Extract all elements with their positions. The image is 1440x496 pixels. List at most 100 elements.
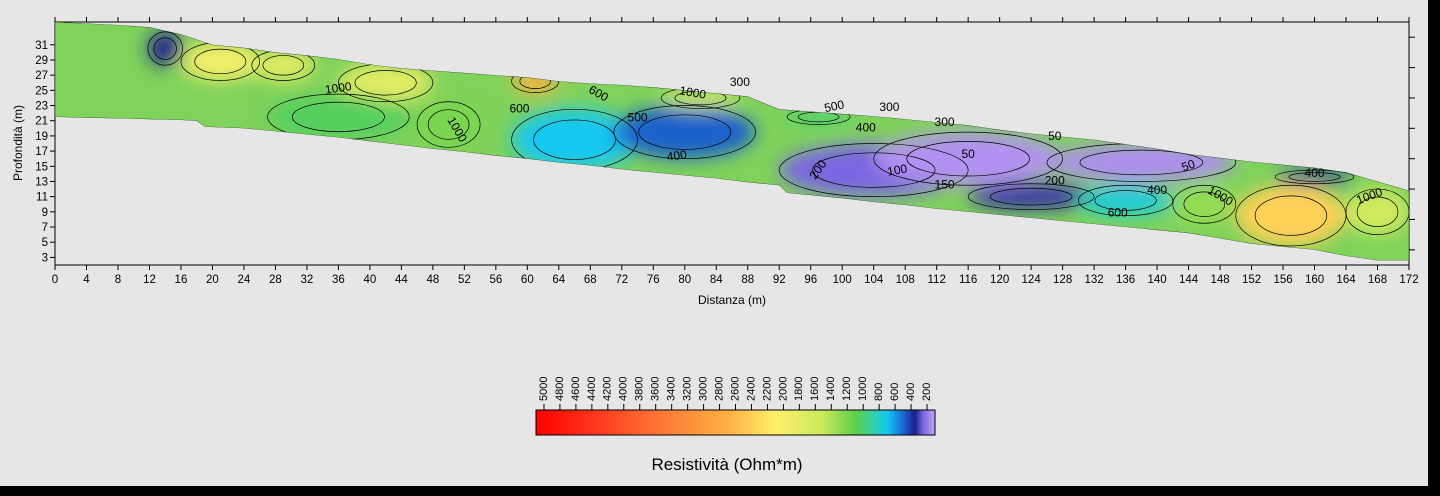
anomaly-12 (873, 132, 1063, 186)
contour-line-13-1 (1079, 149, 1204, 176)
resistivity-anomalies (147, 31, 1409, 247)
contour-line-4-1 (291, 101, 385, 133)
y-tick-label-10: 23 (35, 101, 48, 113)
contour-line-16-1 (1183, 191, 1226, 217)
x-tick-label-2: 8 (115, 274, 121, 286)
x-tick-label-40: 160 (1305, 274, 1324, 286)
x-tick-label-37: 148 (1210, 274, 1229, 286)
contour-label-11: 300 (935, 115, 955, 129)
x-tick-label-29: 116 (959, 274, 977, 286)
contour-line-5-1 (427, 109, 470, 140)
x-tick-label-31: 124 (1022, 274, 1042, 286)
contour-line-8-1 (638, 114, 732, 150)
x-tick-label-13: 52 (458, 274, 471, 286)
x-tick-label-28: 112 (928, 274, 946, 286)
x-tick-label-18: 72 (615, 274, 628, 286)
contour-line-19-0 (1274, 169, 1355, 185)
contour-line-19-1 (1288, 172, 1341, 182)
contour-label-14: 50 (961, 147, 975, 161)
colorbar: 5000 4800 4600 4400 4200 4000 3800 3600 3400 3200… (535, 377, 936, 474)
resistivity-figure: 1000 1000 600 600 500 1000 300 400 500 300 400 300 2… (0, 0, 1428, 486)
x-tick-label-41: 164 (1336, 274, 1356, 286)
x-tick-label-24: 96 (804, 274, 817, 286)
contour-label-18: 400 (1147, 183, 1167, 197)
x-tick-label-33: 132 (1085, 274, 1104, 286)
x-tick-label-9: 36 (332, 274, 345, 286)
x-tick-label-12: 48 (426, 274, 439, 286)
y-axis: 3 5 7 9 11 13 15 17 19 21 23 25 27 29 31 (35, 36, 1415, 264)
contour-line-11-1 (811, 152, 936, 188)
contour-label-20: 600 (1108, 206, 1128, 220)
colorbar-label-19: 1200 (841, 377, 853, 401)
contour-line-8-0 (613, 105, 756, 160)
colorbar-label-3: 4400 (586, 377, 598, 401)
x-tick-label-3: 12 (143, 274, 156, 286)
x-tick-label-19: 76 (647, 274, 660, 286)
y-tick-label-4: 11 (36, 192, 48, 204)
colorbar-label-20: 1000 (857, 377, 869, 401)
y-tick-label-8: 19 (35, 131, 48, 143)
anomaly-5 (417, 101, 481, 148)
x-tick-label-4: 16 (175, 274, 188, 286)
contour-line-12-0 (873, 131, 1063, 186)
x-tick-label-25: 100 (833, 274, 852, 286)
contour-line-0-0 (147, 31, 183, 66)
colorbar-label-7: 3600 (650, 377, 662, 401)
contour-line-7-1 (533, 119, 616, 160)
x-tick-label-15: 60 (521, 274, 534, 286)
x-tick-label-16: 64 (552, 274, 565, 286)
contour-label-5: 1000 (678, 83, 707, 101)
x-tick-label-23: 92 (773, 274, 786, 286)
y-tick-label-2: 7 (42, 222, 48, 234)
contour-line-15-0 (1078, 184, 1174, 216)
contour-line-1-1 (194, 48, 247, 75)
contour-line-15-1 (1094, 190, 1157, 211)
x-tick-label-6: 24 (238, 274, 251, 286)
x-tick-label-22: 88 (741, 274, 754, 286)
y-tick-label-6: 15 (35, 161, 48, 173)
colorbar-label-16: 1800 (793, 377, 805, 401)
y-tick-label-3: 9 (42, 207, 48, 219)
contour-label-0: 1000 (324, 79, 353, 97)
x-tick-label-43: 172 (1399, 274, 1418, 286)
contour-label-17: 200 (1045, 174, 1065, 188)
colorbar-label-15: 2000 (777, 377, 789, 401)
contour-label-16: 50 (1048, 129, 1062, 143)
anomaly-3 (338, 63, 433, 102)
y-tick-label-7: 17 (35, 146, 48, 158)
y-tick-label-14: 31 (35, 40, 48, 52)
colorbar-label-14: 2200 (761, 377, 773, 401)
colorbar-tick-labels: 5000 4800 4600 4400 4200 4000 3800 3600 3400 3200… (538, 377, 933, 410)
contour-line-14-1 (989, 187, 1073, 206)
anomaly-2 (251, 50, 315, 81)
x-tick-label-34: 136 (1116, 274, 1135, 286)
contour-line-12-1 (906, 141, 1030, 177)
x-tick-label-36: 144 (1179, 274, 1199, 286)
colorbar-label-9: 3200 (682, 377, 694, 401)
contour-label-22: 400 (1305, 166, 1325, 180)
anomaly-0 (147, 31, 183, 66)
contour-label-13: 100 (886, 161, 908, 178)
x-tick-label-20: 80 (678, 274, 691, 286)
x-tick-label-30: 120 (990, 274, 1009, 286)
x-tick-label-38: 152 (1242, 274, 1261, 286)
contour-line-17-0 (1235, 184, 1347, 247)
x-tick-label-27: 108 (896, 274, 915, 286)
colorbar-label-22: 600 (889, 383, 901, 401)
contour-line-16-0 (1172, 184, 1237, 224)
contour-line-5-0 (416, 101, 481, 148)
colorbar-label-1: 4800 (554, 377, 566, 401)
y-tick-label-11: 25 (35, 85, 48, 97)
contour-line-11-0 (778, 143, 969, 198)
x-tick-label-35: 140 (1147, 274, 1166, 286)
colorbar-label-23: 400 (905, 383, 917, 401)
anomaly-15 (1078, 185, 1173, 216)
colorbar-label-5: 4000 (618, 377, 630, 401)
colorbar-label-17: 1600 (809, 377, 821, 401)
anomaly-17 (1235, 185, 1347, 247)
y-tick-label-12: 27 (35, 70, 48, 82)
x-tick-label-21: 84 (710, 274, 723, 286)
y-tick-label-0: 3 (42, 252, 48, 264)
colorbar-label-2: 4600 (570, 377, 582, 401)
